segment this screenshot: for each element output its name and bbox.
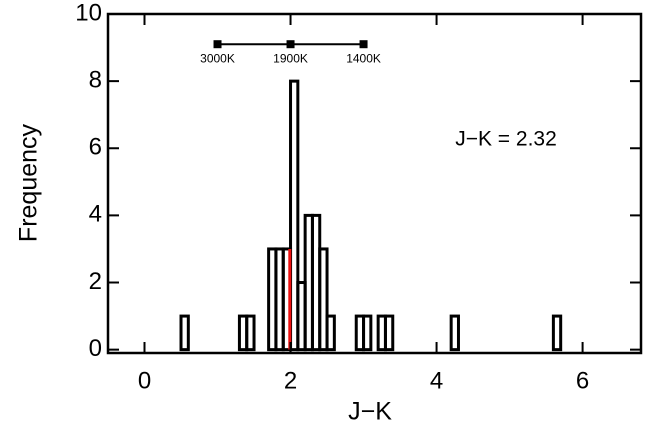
y-tick-label: 0 xyxy=(89,335,102,362)
y-tick-label: 2 xyxy=(89,268,102,295)
scale-label: 3000K xyxy=(200,51,235,65)
plot-frame xyxy=(106,12,643,355)
bar xyxy=(325,314,336,352)
bar xyxy=(245,314,256,352)
bar xyxy=(318,247,329,352)
bar xyxy=(551,314,563,352)
x-tick-label: 2 xyxy=(284,367,297,394)
bar xyxy=(449,314,460,352)
x-axis-label: J−K xyxy=(348,398,392,426)
x-tick-label: 4 xyxy=(430,367,443,394)
bar xyxy=(362,314,373,352)
scale-marker xyxy=(213,40,222,49)
x-tick-label: 0 xyxy=(138,367,151,394)
bar xyxy=(289,79,300,352)
scale-marker xyxy=(286,40,295,49)
annotation: J−K = 2.32 xyxy=(455,128,557,151)
y-tick-label: 8 xyxy=(89,66,102,93)
y-tick-label: 4 xyxy=(89,201,102,228)
x-tick-label: 6 xyxy=(576,367,589,394)
scale-label: 1400K xyxy=(346,51,381,65)
y-tick-label: 10 xyxy=(75,0,102,26)
bar xyxy=(179,314,190,352)
scale-marker xyxy=(359,40,368,49)
y-axis-label: Frequency xyxy=(15,123,43,242)
y-tick-label: 6 xyxy=(89,134,102,161)
bar xyxy=(383,314,395,352)
scale-label: 1900K xyxy=(273,51,308,65)
